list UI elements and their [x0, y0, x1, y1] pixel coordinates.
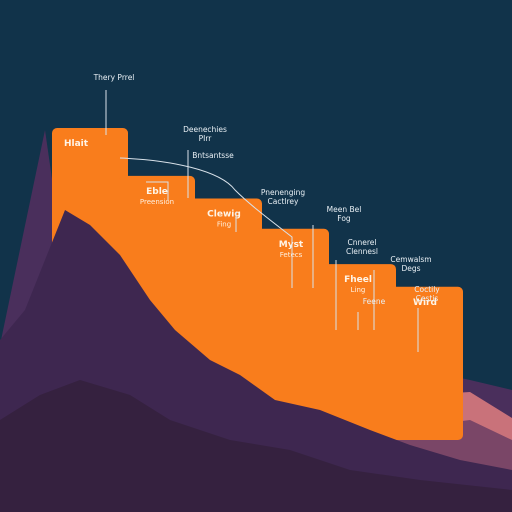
bar-3: [253, 228, 329, 440]
bar-label-0: Hlait: [64, 139, 89, 149]
mountain-foreground: [0, 210, 512, 512]
leader-extra: [146, 181, 169, 200]
annotation-group: Thery Prrel Deenechies PIrr Bntsantsse Pnene…: [93, 73, 440, 352]
bar-label-4: Fheel: [344, 275, 372, 285]
bar-5: [387, 286, 463, 440]
bar-sublabel-1: Preension: [140, 198, 174, 206]
annotation-5: Cnnerel Clennesl: [346, 238, 378, 256]
annotation-0: Thery Prrel: [93, 73, 135, 82]
bar-sublabel-4: Ling: [351, 286, 366, 294]
annotation-6: Cemwalsm Degs: [390, 255, 431, 273]
leader-2: [119, 157, 293, 288]
annotation-8: Coctily Cestis: [414, 285, 440, 303]
bar-sublabel-2: Fing: [217, 221, 231, 229]
bar-label-3: Myst: [279, 240, 304, 250]
bar-sublabel-3: Fetecs: [280, 251, 303, 259]
bar-label-2: Clewig: [207, 210, 241, 220]
annotation-3: Pnenenging Cactlrey: [261, 188, 305, 206]
annotation-7: Feene: [363, 297, 386, 306]
bar-label-1: Eble: [146, 187, 168, 197]
mountain-front-base: [0, 380, 512, 512]
annotation-2: Bntsantsse: [192, 151, 234, 160]
bar-4: [320, 264, 396, 440]
annotation-4: Meen Bel Fog: [327, 205, 362, 223]
annotation-1: Deenechies PIrr: [183, 125, 227, 143]
bar-label-5: Wird: [413, 298, 437, 308]
